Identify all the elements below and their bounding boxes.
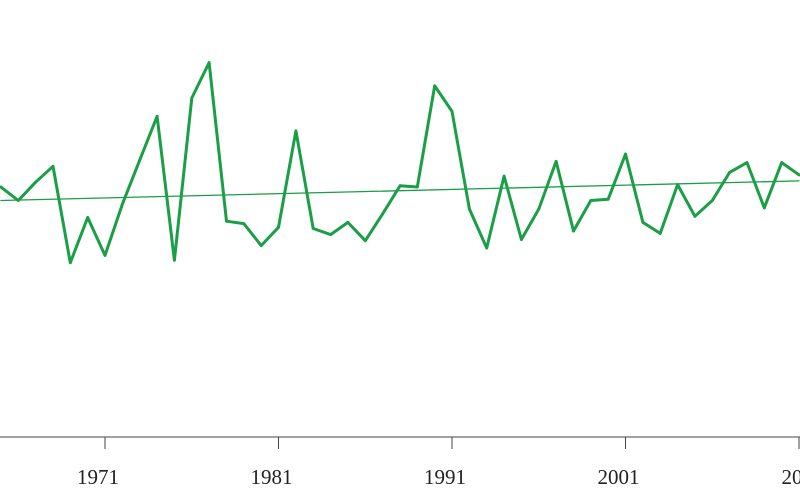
data-point <box>34 180 37 184</box>
data-point <box>277 225 280 229</box>
series-line <box>0 61 800 265</box>
data-point <box>16 199 20 202</box>
data-point <box>86 216 90 219</box>
data-point <box>658 232 662 235</box>
data-point <box>363 239 367 243</box>
data-point <box>762 206 766 210</box>
data-point <box>572 229 575 233</box>
data-point <box>398 184 402 188</box>
data-point <box>207 61 211 64</box>
data-point <box>311 227 315 230</box>
data-point <box>121 202 124 206</box>
x-tick-label: 2001 <box>598 465 640 489</box>
x-tick-label: 1991 <box>424 465 466 489</box>
data-point <box>259 244 263 248</box>
data-point <box>51 164 55 168</box>
data-point <box>103 254 107 257</box>
data-point <box>554 160 558 163</box>
data-point <box>797 173 800 177</box>
data-point <box>606 197 610 201</box>
data-point <box>624 152 627 156</box>
data-point <box>676 183 679 187</box>
data-point <box>173 258 176 262</box>
data-point <box>589 199 593 202</box>
data-point <box>502 174 506 178</box>
data-point <box>468 207 471 211</box>
data-point <box>329 233 332 237</box>
trend-layer <box>0 180 800 202</box>
data-point <box>138 158 142 162</box>
data-point <box>242 222 246 226</box>
data-point <box>693 214 697 218</box>
trend-line <box>0 180 800 202</box>
data-point <box>155 114 159 118</box>
data-point <box>346 221 350 224</box>
data-point <box>485 246 489 250</box>
data-point <box>537 207 541 211</box>
series-layer <box>0 61 800 265</box>
data-point <box>225 219 228 223</box>
data-point <box>520 238 523 241</box>
x-ticks: 1971 1981 1991 2001 20 <box>77 437 800 489</box>
data-point <box>450 110 454 113</box>
data-point <box>0 185 3 189</box>
data-point <box>728 171 731 174</box>
data-point <box>745 161 749 165</box>
data-point <box>780 161 784 165</box>
x-tick-label: 1981 <box>251 465 293 489</box>
data-point <box>641 221 645 224</box>
data-point <box>415 185 419 189</box>
data-point <box>190 96 194 100</box>
data-point <box>381 212 384 216</box>
x-tick-label: 1971 <box>77 465 119 489</box>
data-point <box>294 129 298 133</box>
data-point <box>710 199 714 202</box>
data-point <box>433 84 437 88</box>
x-tick-label: 20 <box>782 465 800 489</box>
data-point <box>68 261 72 265</box>
